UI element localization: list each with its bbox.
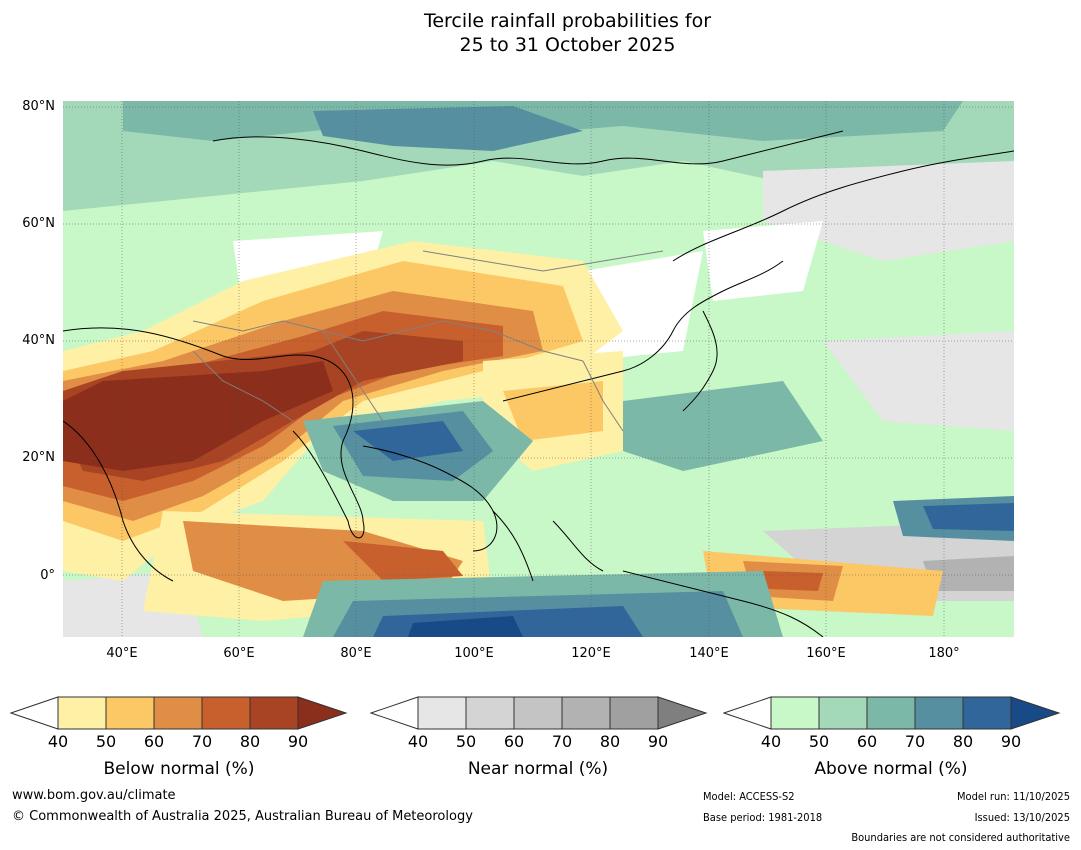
lon-label: 160°E (806, 646, 846, 661)
colorbar-tick: 80 (599, 732, 621, 751)
colorbar-tick: 40 (760, 732, 782, 751)
colorbar-swatch (249, 696, 299, 730)
colorbar-near-normal (369, 695, 710, 737)
coastline (672, 150, 1014, 262)
colorbar-swatch (818, 696, 868, 730)
colorbar-above-normal (722, 695, 1063, 737)
colorbar-near-title: Near normal (%) (467, 759, 609, 779)
coastline (362, 445, 498, 552)
above-normal-region (353, 421, 463, 461)
lat-label: 20°N (22, 450, 55, 465)
issued-date: Issued: 13/10/2025 (974, 811, 1070, 824)
colorbar-swatch (201, 696, 251, 730)
colorbar-below-title: Below normal (%) (103, 759, 255, 779)
coastlines (63, 130, 1014, 637)
country-border (422, 250, 664, 272)
colorbar-tick: 70 (904, 732, 926, 751)
colorbar-above-title: Above normal (%) (814, 759, 968, 779)
colorbar-extend-low (9, 696, 59, 730)
coastline (552, 520, 604, 572)
boundaries-note: Boundaries are not considered authoritat… (851, 831, 1070, 844)
below-normal-region (343, 541, 463, 581)
colorbar-below-normal (9, 695, 350, 737)
coastline (502, 260, 784, 402)
colorbar-tick: 80 (952, 732, 974, 751)
colorbar-swatch (465, 696, 515, 730)
colorbar-tick: 50 (95, 732, 117, 751)
above-normal-region (923, 503, 1014, 531)
colorbar-tick: 50 (455, 732, 477, 751)
country-borders (192, 250, 664, 432)
country-border (582, 360, 624, 432)
colorbar-swatch (417, 696, 467, 730)
country-border (192, 320, 584, 362)
colorbar-swatch (770, 696, 820, 730)
country-border (322, 330, 384, 422)
lon-label: 60°E (223, 646, 255, 661)
lat-label: 0° (40, 568, 55, 583)
map-title-line2: 25 to 31 October 2025 (459, 34, 676, 56)
colorbar-extend-low (722, 696, 772, 730)
rainfall-probability-map (63, 101, 1014, 637)
model-run-date: Model run: 11/10/2025 (957, 790, 1070, 803)
colorbar-tick: 90 (287, 732, 309, 751)
lon-label: 120°E (571, 646, 611, 661)
colorbar-tick: 60 (503, 732, 525, 751)
colorbar-swatch (153, 696, 203, 730)
copyright-text: © Commonwealth of Australia 2025, Austra… (12, 809, 473, 824)
above-normal-region (313, 106, 583, 151)
colorbar-tick: 60 (143, 732, 165, 751)
below-normal-region (763, 571, 823, 591)
lat-label: 80°N (22, 99, 55, 114)
colorbar-extend-low (369, 696, 419, 730)
above-normal-region (408, 616, 523, 637)
lat-label: 40°N (22, 333, 55, 348)
coastline (682, 310, 718, 412)
colorbar-swatch (962, 696, 1012, 730)
lon-label: 140°E (689, 646, 729, 661)
lon-label: 100°E (454, 646, 494, 661)
colorbar-tick: 80 (239, 732, 261, 751)
colorbar-swatch (914, 696, 964, 730)
near-normal-region (823, 331, 1014, 431)
colorbar-swatch (561, 696, 611, 730)
coastline (63, 420, 174, 582)
country-border (192, 350, 294, 422)
colorbar-tick: 60 (856, 732, 878, 751)
colorbar-tick: 70 (551, 732, 573, 751)
coastline (212, 130, 844, 166)
lon-label: 80°E (340, 646, 372, 661)
colorbar-tick: 50 (808, 732, 830, 751)
model-name: Model: ACCESS-S2 (703, 790, 795, 803)
colorbar-tick: 40 (407, 732, 429, 751)
colorbar-extend-high (297, 696, 348, 730)
colorbar-swatch (609, 696, 659, 730)
colorbar-swatch (105, 696, 155, 730)
colorbar-tick: 70 (191, 732, 213, 751)
below-normal-region (503, 381, 603, 441)
below-normal-region (63, 361, 333, 471)
colorbar-extend-high (657, 696, 708, 730)
colorbar-swatch (57, 696, 107, 730)
colorbar-extend-high (1010, 696, 1061, 730)
lat-label: 60°N (22, 216, 55, 231)
colorbar-tick: 90 (1000, 732, 1022, 751)
colorbar-swatch (513, 696, 563, 730)
lon-label: 180° (928, 646, 960, 661)
colorbar-tick: 90 (647, 732, 669, 751)
map-title-line1: Tercile rainfall probabilities for (423, 10, 712, 32)
graticule (63, 101, 1014, 637)
near-normal-region (923, 556, 1014, 591)
colorbar-tick: 40 (47, 732, 69, 751)
coastline (492, 510, 534, 582)
no-dominant-region (703, 221, 823, 301)
lon-label: 40°E (106, 646, 138, 661)
website-link[interactable]: www.bom.gov.au/climate (12, 788, 176, 803)
base-period: Base period: 1981-2018 (703, 811, 823, 824)
above-normal-region (623, 381, 823, 471)
coastline (63, 327, 365, 539)
coastline (622, 570, 824, 637)
colorbar-swatch (866, 696, 916, 730)
